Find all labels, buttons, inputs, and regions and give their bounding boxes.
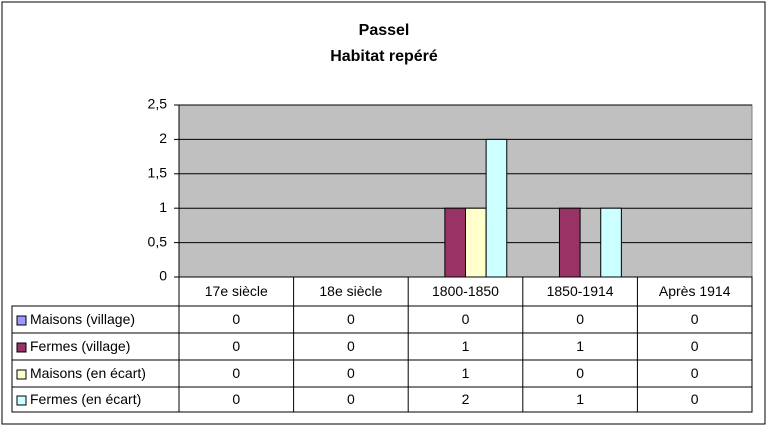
chart-title: Passel xyxy=(359,22,410,39)
table-cell: 2 xyxy=(462,391,470,407)
data-table-body xyxy=(11,305,753,413)
legend-label: Maisons (en écart) xyxy=(30,365,146,381)
y-tick-label: 0,5 xyxy=(148,233,168,249)
table-cell: 0 xyxy=(576,311,584,327)
table-cell: 0 xyxy=(691,311,699,327)
x-tick-label: Après 1914 xyxy=(659,283,731,299)
legend-swatch xyxy=(16,315,27,326)
x-tick-label: 1800-1850 xyxy=(432,283,499,299)
x-tick-label: 18e siècle xyxy=(319,283,382,299)
x-tick-label: 1850-1914 xyxy=(547,283,614,299)
table-cell: 0 xyxy=(347,311,355,327)
legend-label: Maisons (village) xyxy=(30,311,135,327)
bar xyxy=(485,138,508,278)
bar xyxy=(558,207,581,278)
table-cell: 0 xyxy=(691,391,699,407)
y-tick-label: 1 xyxy=(159,199,167,215)
table-cell: 0 xyxy=(462,311,470,327)
table-cell: 1 xyxy=(576,338,584,354)
table-cell: 1 xyxy=(576,391,584,407)
bar xyxy=(600,207,622,278)
table-cell: 1 xyxy=(462,365,470,381)
y-tick-label: 2,5 xyxy=(148,96,168,112)
y-tick-label: 1,5 xyxy=(148,165,168,181)
table-cell: 0 xyxy=(232,391,240,407)
table-cell: 1 xyxy=(462,338,470,354)
table-cell: 0 xyxy=(347,365,355,381)
legend-swatch xyxy=(16,342,27,353)
table-cell: 0 xyxy=(576,365,584,381)
legend-swatch xyxy=(16,369,27,380)
legend-label: Fermes (en écart) xyxy=(30,391,141,407)
table-cell: 0 xyxy=(232,338,240,354)
table-cell: 0 xyxy=(347,391,355,407)
bar xyxy=(444,207,467,278)
y-tick-label: 0 xyxy=(159,268,167,284)
bar xyxy=(465,207,487,278)
table-cell: 0 xyxy=(232,311,240,327)
table-cell: 0 xyxy=(691,338,699,354)
table-cell: 0 xyxy=(232,365,240,381)
chart-subtitle: Habitat repéré xyxy=(330,48,438,65)
table-cell: 0 xyxy=(347,338,355,354)
table-cell: 0 xyxy=(691,365,699,381)
legend-swatch xyxy=(16,395,27,406)
x-tick-label: 17e siècle xyxy=(205,283,268,299)
legend-label: Fermes (village) xyxy=(30,338,130,354)
y-tick-label: 2 xyxy=(159,130,167,146)
